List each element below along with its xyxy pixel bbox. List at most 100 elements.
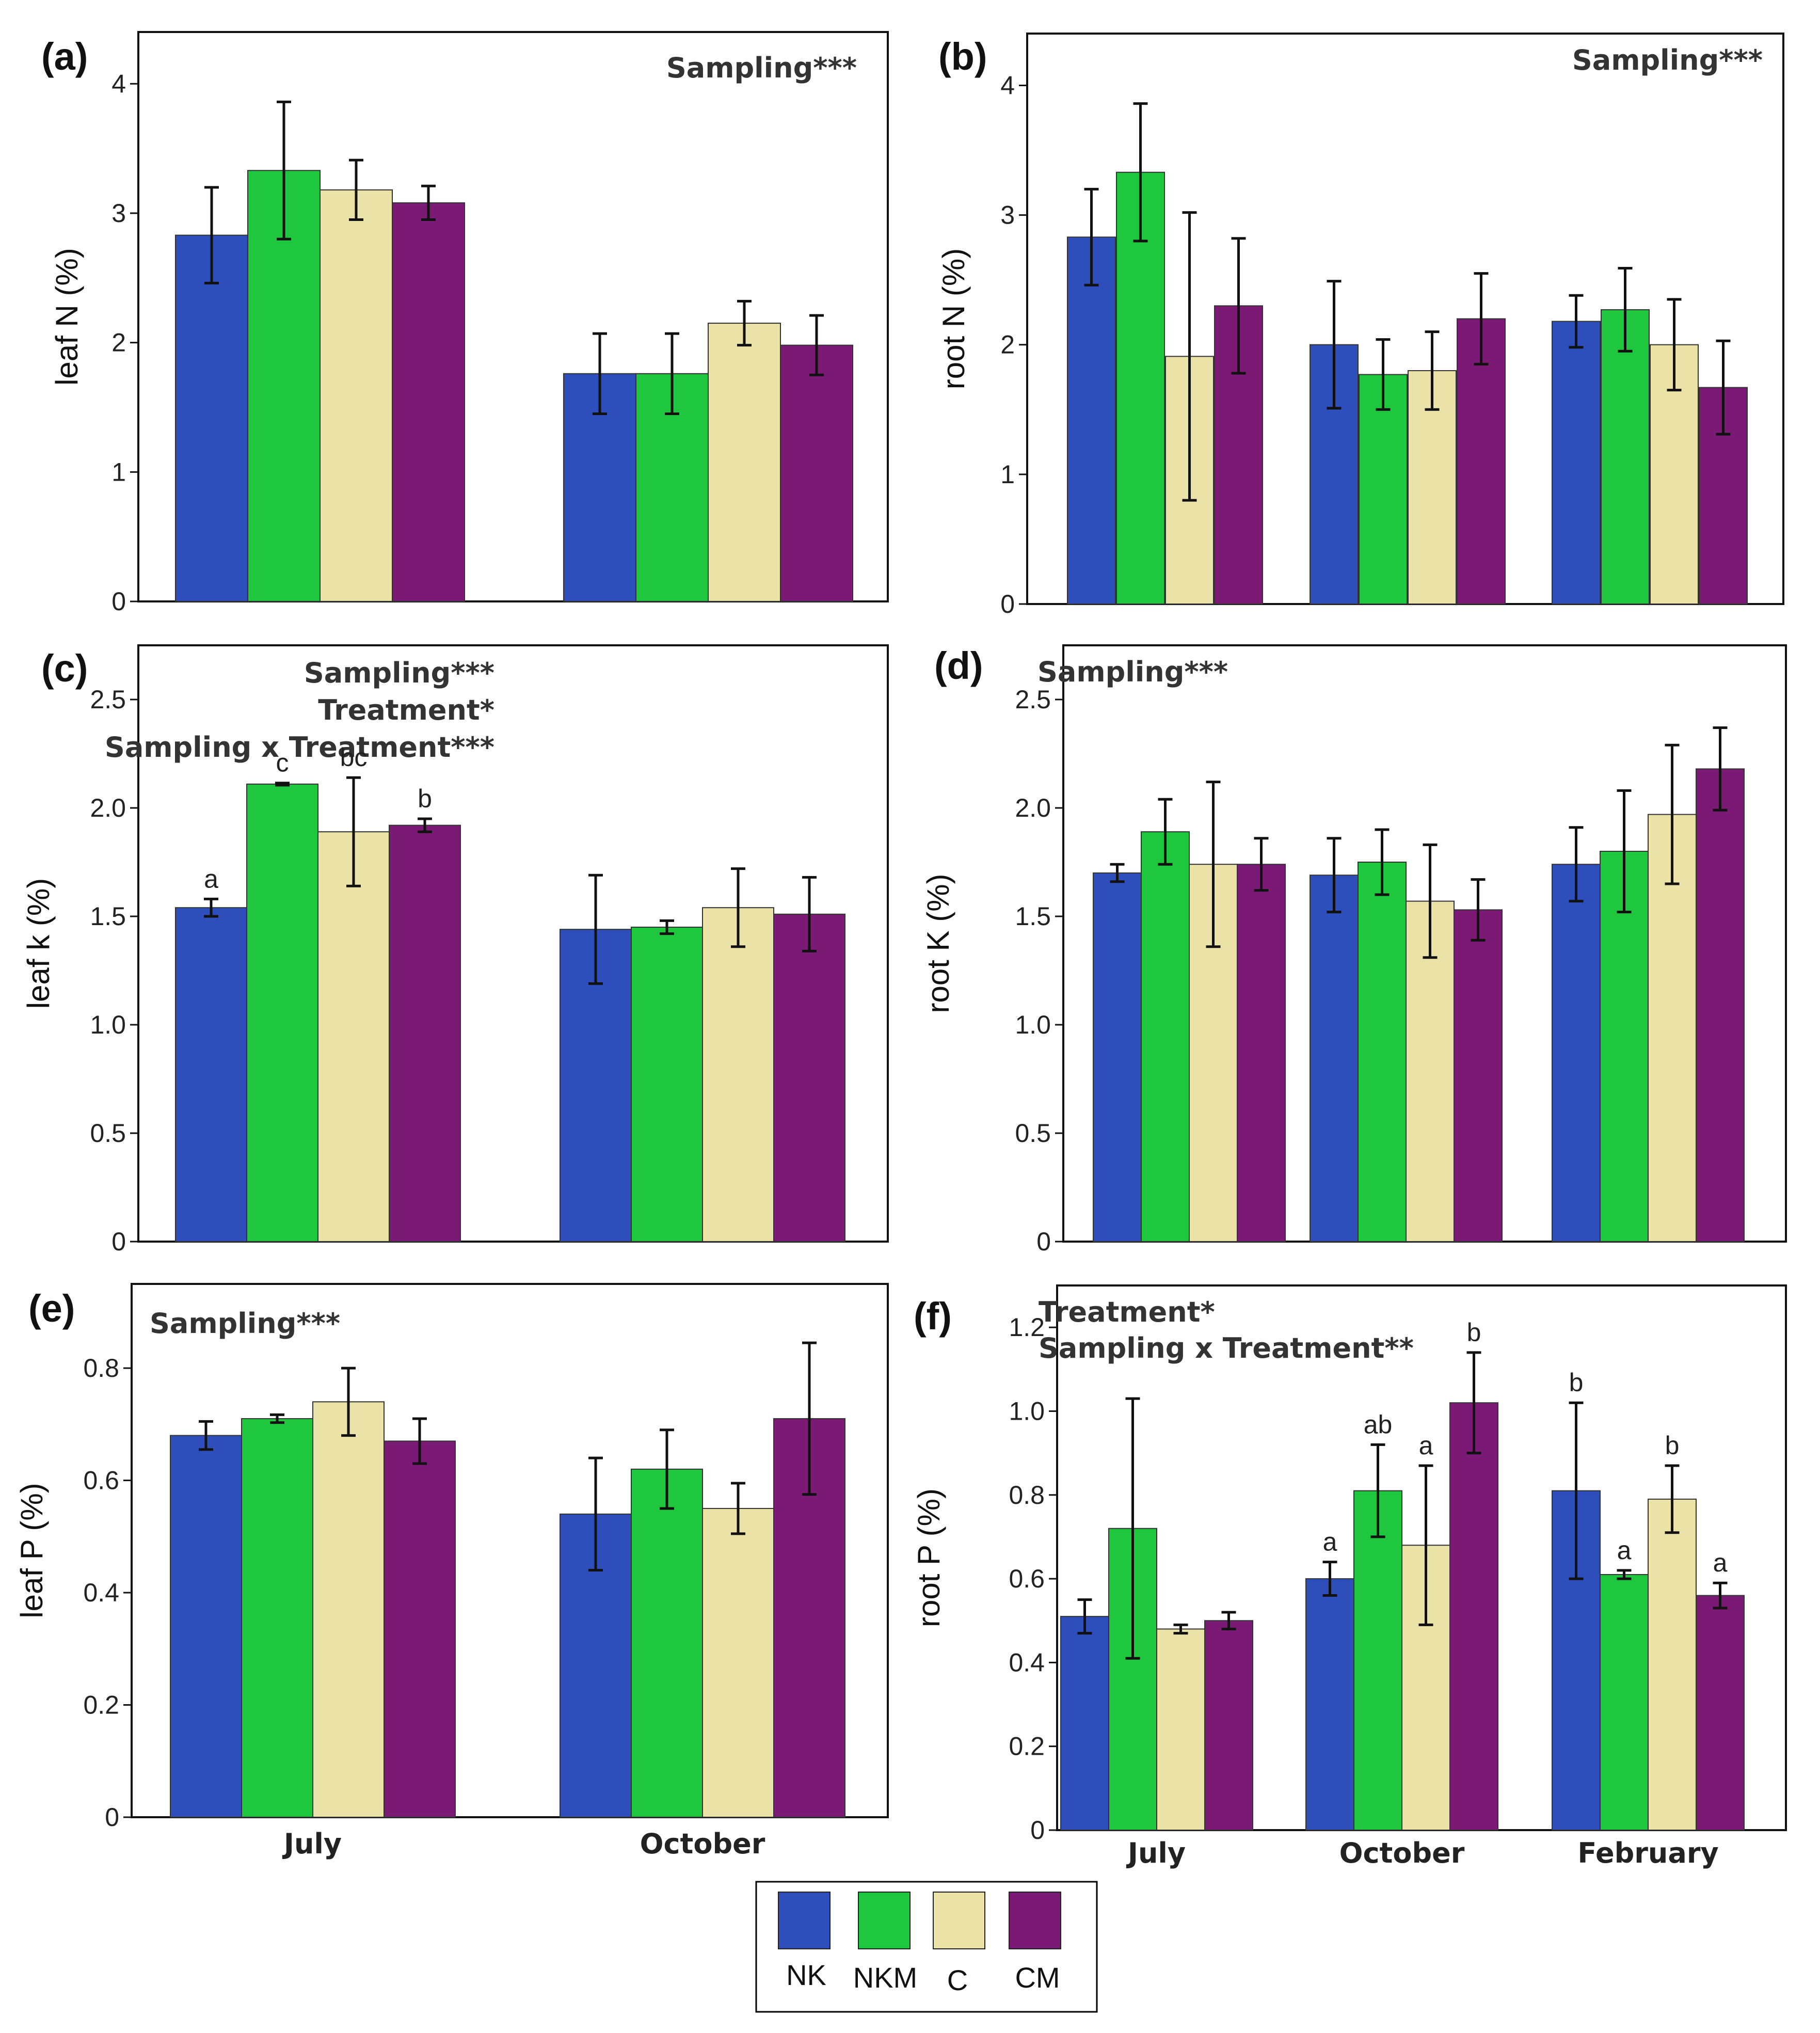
stats-annotation: Sampling*** [1037,656,1228,688]
stats-annotation: Sampling*** [150,1307,340,1340]
panel-d: 0 0.5 1.0 1.5 2.0 2.5 root K (%) (d) Sampling*** [921,644,1787,1256]
bar-nkm-february [1601,309,1650,605]
y-tick-label: 0.8 [1009,1481,1045,1510]
significance-letter: a [1419,1431,1433,1460]
bar-cm-july [389,824,461,1242]
bar-c-july [317,831,390,1242]
significance-letter: a [204,864,218,893]
stats-annotation: Sampling*** [304,657,494,689]
y-tick-label: 0 [1000,590,1015,618]
legend-swatch-cm [1009,1892,1061,1949]
bar-nkm-october [1353,1490,1402,1831]
category-label: July [282,1828,342,1860]
bar-c-october [708,323,781,602]
legend-swatch-nkm [858,1892,911,1949]
bar-cm-july [1214,305,1263,605]
stats-annotation: Sampling x Treatment*** [105,731,494,764]
y-tick-label: 1 [1000,460,1015,489]
panel-a: 0 1 2 3 4 leaf N (%) (a) Sampling*** [41,31,889,616]
y-tick-label: 0 [1036,1227,1051,1256]
bar-nk-october [1305,1578,1354,1831]
y-tick-label: 0.6 [83,1466,119,1495]
bar-nkm-february [1600,1574,1649,1831]
legend-label-cm: CM [1015,1961,1060,1994]
bar-nkm-july [241,1418,313,1818]
y-tick-label: 1.0 [1009,1396,1045,1425]
significance-letter: b [1467,1318,1481,1347]
bar-nk-july [1060,1616,1109,1831]
significance-letter: b [1569,1368,1584,1397]
y-tick-label: 0.5 [1015,1119,1051,1148]
bar-nk-july [170,1435,242,1818]
panel-f: 0 0.2 0.4 0.6 0.8 1.0 1.2 root P (%) (f) Treatmen… [912,1284,1787,1869]
panel-label: (a) [41,35,88,78]
plot-frame [137,644,889,1243]
significance-letter: a [1713,1548,1728,1577]
panel-label: (e) [28,1287,75,1330]
plot-frame [131,1283,889,1818]
significance-letter: bc [340,743,368,772]
legend-swatch-c [933,1892,985,1949]
y-tick-label: 3 [1000,201,1015,230]
y-tick-label: 1.0 [90,1010,126,1039]
y-tick-label: 2.5 [90,685,126,714]
stats-annotation: Treatment* [318,694,494,726]
y-axis-title: leaf k (%) [21,878,56,1009]
bar-nk-july [1093,872,1142,1242]
y-tick-label: 2.0 [90,793,126,822]
stats-annotation: Sampling*** [1572,44,1763,76]
bar-nkm-july [246,783,318,1243]
panel-c: 0 0.5 1.0 1.5 2.0 2.5 leaf k (%) (c) Sampling***… [21,644,889,1256]
y-tick-label: 1.0 [1015,1010,1051,1039]
y-tick-label: 0.2 [83,1691,119,1720]
significance-letter: ab [1364,1410,1393,1439]
panel-b: 0 1 2 3 4 root N (%) (b) Sampling*** [936,33,1784,618]
category-label: February [1577,1837,1718,1869]
bar-nk-october [1310,875,1359,1242]
panel-label: (f) [914,1295,952,1338]
bar-c-july [312,1401,385,1818]
bar-cm-october [1449,1402,1498,1831]
bar-nk-july [175,234,248,602]
bar-cm-october [773,913,845,1243]
stats-annotation: Treatment* [1039,1296,1215,1328]
y-tick-label: 1 [111,457,126,486]
bar-cm-july [392,202,465,602]
stats-annotation: Sampling*** [666,52,857,84]
y-tick-label: 2.5 [1015,685,1051,714]
y-tick-label: 0 [105,1803,119,1832]
y-tick-label: 0 [1030,1816,1045,1845]
significance-letter: a [1617,1536,1632,1565]
bar-cm-october [1454,909,1503,1242]
plot-frame [137,31,889,602]
bar-nk-february [1552,864,1601,1242]
bar-cm-july [1204,1620,1253,1831]
y-axis-title: leaf N (%) [50,248,84,386]
y-tick-label: 0 [111,587,126,616]
panel-e: 0 0.2 0.4 0.6 0.8 leaf P (%) (e) Sampling*** Jul… [14,1283,889,1860]
legend: NK NKM C CM [755,1881,1098,2013]
bar-c-october [702,907,774,1242]
y-tick-label: 0.8 [83,1354,119,1383]
bar-c-october [702,1507,774,1818]
bar-nk-july [1067,236,1116,605]
bar-nk-february [1552,321,1601,605]
y-tick-label: 4 [111,69,126,98]
bar-c-july [320,189,393,602]
panel-label: (b) [938,35,987,78]
bar-nk-july [175,907,247,1242]
y-tick-label: 1.2 [1009,1313,1045,1342]
category-label: October [1339,1837,1465,1869]
significance-letter: a [1323,1528,1337,1556]
bar-nkm-october [631,1468,703,1818]
significance-letter: b [418,784,432,813]
y-tick-label: 0.5 [90,1119,126,1148]
panel-label: (c) [41,647,88,690]
bar-nkm-july [1141,831,1190,1242]
panels: 0 1 2 3 4 leaf N (%) (a) Sampling*** 0 1 2 3 4 root N… [14,31,1787,1869]
y-tick-label: 2 [1000,330,1015,359]
y-tick-label: 0 [111,1227,126,1256]
significance-letter: c [276,749,289,777]
bar-cm-october [780,344,853,602]
